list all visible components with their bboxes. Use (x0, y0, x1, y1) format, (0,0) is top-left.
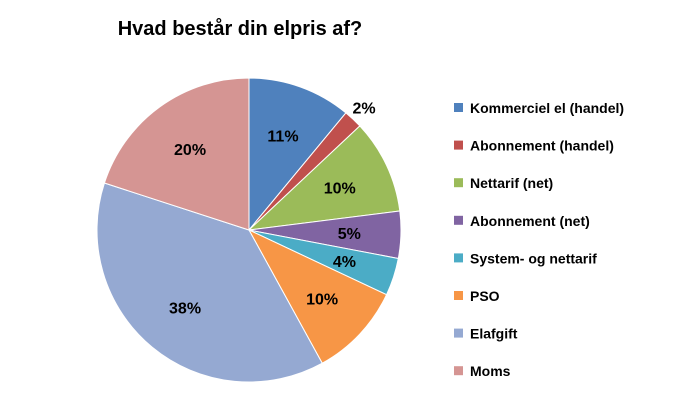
legend-label-4: System- og nettarif (470, 250, 597, 266)
legend-swatch-0 (454, 103, 463, 112)
legend-label-6: Elafgift (470, 326, 518, 342)
pie-slice-6 (96, 182, 323, 383)
pie-slice-5 (247, 228, 388, 364)
pie-slice-0 (248, 77, 347, 232)
legend-swatch-4 (454, 253, 463, 263)
chart-title: Hvad består din elpris af? (117, 18, 363, 40)
legend-swatch-6 (454, 328, 463, 338)
pie-slice-7 (103, 77, 250, 231)
legend-swatch-3 (454, 215, 463, 225)
slice-data-label-6: 38% (169, 300, 201, 317)
legend-label-3: Abonnement (net) (470, 213, 590, 229)
slice-data-label-1: 2% (352, 101, 375, 118)
pie-slice-2 (247, 125, 401, 231)
legend-swatch-7 (454, 366, 463, 376)
slice-data-label-3: 5% (338, 226, 361, 243)
legend-label-0: Kommerciel el (handel) (470, 100, 624, 116)
slice-data-label-7: 20% (174, 142, 206, 159)
legend-swatch-2 (454, 178, 463, 188)
slice-data-label-5: 10% (306, 292, 338, 309)
legend-label-1: Abonnement (handel) (470, 138, 614, 154)
legend-label-7: Moms (470, 363, 511, 379)
legend-swatch-1 (454, 140, 463, 150)
slice-data-label-2: 10% (324, 180, 356, 197)
slice-data-label-0: 11% (267, 129, 298, 146)
slice-data-label-4: 4% (333, 254, 356, 271)
legend-label-5: PSO (470, 288, 500, 304)
legend-label-2: Nettarif (net) (470, 175, 553, 191)
legend-swatch-5 (454, 291, 463, 300)
